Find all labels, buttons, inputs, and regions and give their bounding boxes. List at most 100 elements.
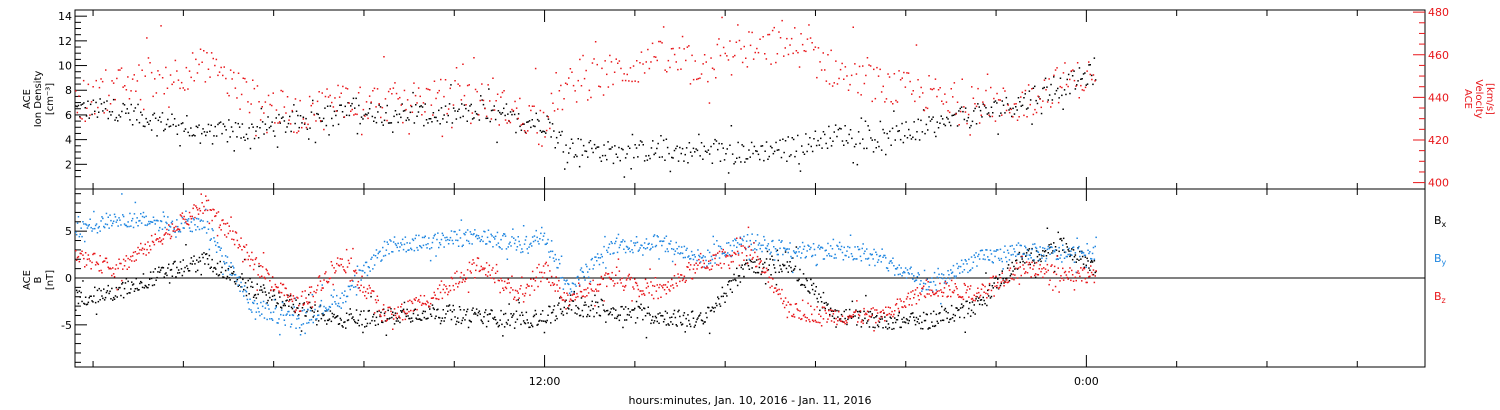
Bz-point	[639, 290, 641, 292]
Bx-point	[489, 313, 491, 315]
By-point	[945, 277, 947, 280]
density-point	[658, 156, 661, 158]
By-point	[419, 245, 422, 248]
velocity-point	[926, 107, 929, 110]
density-point	[964, 107, 967, 109]
velocity-point	[1032, 113, 1035, 116]
density-point	[159, 116, 161, 118]
Bx-point	[225, 277, 228, 280]
By-point	[669, 243, 671, 245]
By-point	[682, 256, 685, 259]
density-point	[596, 146, 598, 148]
By-point	[910, 266, 912, 268]
velocity-point	[792, 52, 794, 55]
By-point	[410, 247, 412, 250]
By-point	[966, 263, 968, 265]
Bx-point	[602, 304, 604, 306]
velocity-point	[495, 100, 497, 102]
density-point	[1011, 115, 1013, 118]
Bx-point	[689, 325, 692, 328]
Bx-point	[201, 253, 203, 256]
Bx-point	[485, 309, 487, 311]
By-point	[313, 314, 315, 317]
Bx-point	[692, 317, 695, 319]
Bx-point	[764, 283, 767, 285]
density-point	[117, 120, 119, 122]
density-point	[115, 116, 118, 119]
density-point	[362, 118, 364, 120]
Bz-point	[755, 265, 758, 268]
By-point	[287, 310, 289, 313]
Bx-point	[151, 284, 154, 287]
Bx-point	[234, 283, 237, 285]
density-point	[1047, 99, 1049, 101]
By-point	[479, 240, 481, 243]
Bz-point	[885, 306, 887, 308]
Bz-point	[641, 293, 643, 296]
Bz-point	[876, 309, 878, 311]
Bx-point	[1040, 260, 1042, 263]
Bx-point	[953, 320, 956, 322]
Bz-point	[406, 312, 408, 315]
By-point	[699, 261, 702, 263]
Bx-point	[531, 324, 533, 326]
Bx-point	[454, 316, 456, 318]
Bx-point	[856, 324, 858, 326]
density-point	[539, 129, 542, 132]
Bz-point	[233, 243, 236, 246]
velocity-point	[1067, 85, 1069, 88]
Bz-point	[260, 265, 262, 267]
Bx-point	[429, 308, 431, 310]
Bx-point	[890, 317, 892, 319]
Bz-point	[928, 293, 930, 295]
By-point	[112, 220, 115, 222]
Bx-point	[353, 319, 355, 321]
Bz-point	[137, 246, 139, 249]
By-point	[786, 248, 789, 250]
By-point	[504, 235, 507, 237]
By-point	[1036, 250, 1039, 253]
Bx-point	[693, 326, 696, 328]
Bz-point	[111, 274, 113, 277]
Bx-point	[612, 307, 614, 309]
velocity-point	[506, 122, 508, 124]
By-point	[390, 240, 392, 242]
velocity-point	[89, 114, 91, 116]
Bx-point	[671, 316, 673, 318]
Bx-point	[415, 317, 417, 319]
Bx-point	[652, 322, 655, 324]
density-point	[824, 133, 826, 136]
velocity-point	[1048, 78, 1050, 80]
By-point	[564, 283, 566, 285]
By-point	[961, 271, 964, 273]
By-point	[145, 215, 147, 218]
density-point	[291, 111, 294, 113]
velocity-point	[670, 48, 673, 50]
Bx-point	[967, 312, 969, 315]
Bx-point	[729, 288, 732, 291]
Bz-point	[401, 319, 404, 321]
By-point	[275, 306, 277, 308]
velocity-point	[997, 99, 1000, 101]
By-point	[849, 234, 852, 236]
velocity-point	[206, 52, 208, 54]
density-point	[328, 134, 330, 136]
velocity-point	[201, 61, 203, 63]
velocity-point	[752, 58, 755, 60]
velocity-point	[470, 122, 472, 125]
Bz-point	[1043, 267, 1045, 269]
By-point	[884, 254, 886, 257]
By-point	[336, 294, 338, 297]
Bx-point	[475, 313, 477, 315]
density-point	[98, 111, 100, 113]
Bz-point	[199, 210, 202, 212]
velocity-point	[454, 80, 456, 82]
density-point	[517, 113, 520, 115]
Bz-point	[476, 257, 479, 259]
By-point	[246, 298, 249, 301]
Bz-point	[762, 267, 764, 270]
velocity-point	[1010, 108, 1012, 111]
By-point	[471, 243, 473, 245]
Bx-point	[272, 290, 275, 292]
By-point	[851, 255, 854, 258]
